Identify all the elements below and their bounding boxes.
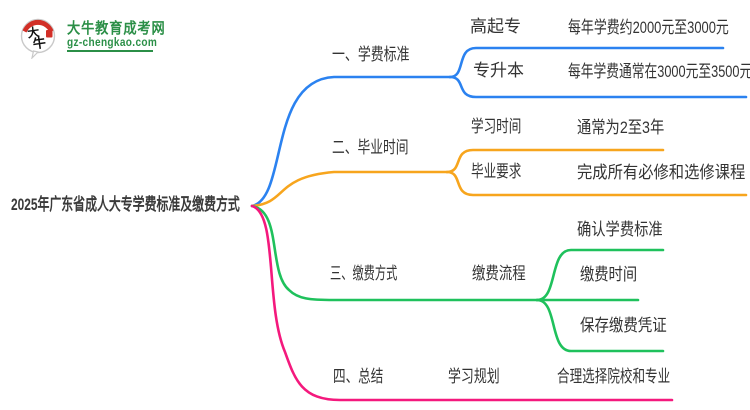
root-topic: 2025年广东省成人大专学费标准及缴费方式 — [11, 195, 240, 214]
branch-2-lines — [250, 148, 748, 208]
branch-3-step-1: 确认学费标准 — [577, 220, 663, 239]
branch-3-step-2: 缴费时间 — [580, 265, 638, 284]
branch-2-child-2-value: 完成所有必修和选修课程 — [577, 163, 746, 182]
branch-4-label: 四、总结 — [333, 367, 384, 386]
branch-3-step-3: 保存缴费凭证 — [580, 316, 667, 335]
branch-1-child-1-value: 每年学费约2000元至3000元 — [568, 18, 729, 37]
svg-text:牛: 牛 — [32, 35, 47, 53]
branch-1-child-2-value: 每年学费通常在3000元至3500元 — [568, 62, 750, 81]
logo-subtitle: gz-chengkao.com — [67, 35, 158, 49]
branch-3-child-1-label: 缴费流程 — [472, 264, 526, 283]
branch-1-child-1-label: 高起专 — [470, 17, 521, 36]
branch-3-lines — [250, 204, 665, 353]
logo-title: 大牛教育成考网 — [67, 20, 166, 37]
branch-2-child-2-label: 毕业要求 — [471, 162, 522, 181]
branch-3-label: 三、缴费方式 — [330, 264, 398, 283]
site-logo: 大 牛 大牛教育成考网 gz-chengkao.com — [18, 13, 198, 59]
branch-2-child-1-value: 通常为2至3年 — [577, 118, 665, 137]
branch-4-child-1-value: 合理选择院校和专业 — [557, 367, 671, 386]
branch-1-label: 一、学费标准 — [332, 45, 410, 64]
branch-2-label: 二、毕业时间 — [332, 138, 409, 157]
branch-1-child-2-label: 专升本 — [473, 61, 524, 80]
branch-2-child-1-label: 学习时间 — [471, 117, 522, 136]
svg-text:大: 大 — [26, 24, 40, 41]
logo-underline — [67, 50, 153, 52]
branch-4-lines — [250, 204, 674, 402]
branch-1-lines — [250, 46, 748, 208]
branch-4-child-1-label: 学习规划 — [448, 367, 500, 386]
daniu-logo-icon: 大 牛 — [20, 18, 56, 59]
